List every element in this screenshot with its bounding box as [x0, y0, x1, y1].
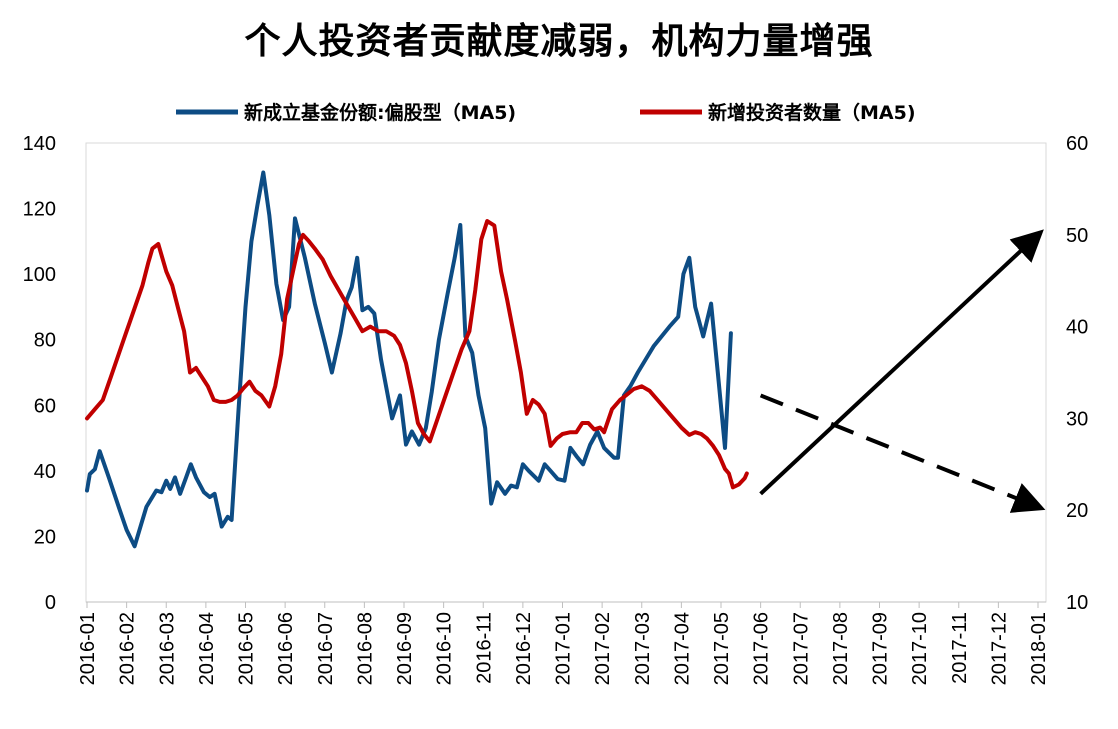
x-tick-label: 2017-12 — [988, 612, 1010, 685]
x-tick-label: 2017-04 — [671, 612, 693, 685]
y-left-tick-label: 100 — [23, 264, 56, 286]
x-tick-label: 2017-07 — [790, 612, 812, 685]
x-tick-label: 2017-05 — [711, 612, 733, 685]
y-right-tick-label: 10 — [1066, 592, 1088, 614]
x-tick-label: 2016-10 — [434, 612, 456, 685]
x-tick-label: 2017-08 — [830, 612, 852, 685]
solid-trend-arrow-0 — [759, 229, 1044, 496]
y-left-tick-label: 40 — [34, 461, 56, 483]
y-left-tick-label: 140 — [23, 133, 56, 155]
series-line-1 — [85, 219, 749, 490]
x-tick-label: 2017-01 — [553, 612, 575, 685]
x-tick-label: 2016-07 — [315, 612, 337, 685]
y-left-tick-label: 60 — [34, 395, 56, 417]
x-tick-label: 2016-05 — [236, 612, 258, 685]
dashed-trend-arrow-1 — [759, 393, 1046, 513]
x-tick-label: 2017-10 — [909, 612, 931, 685]
y-right-tick-label: 30 — [1066, 408, 1088, 430]
legend-label-fund-shares: 新成立基金份额:偏股型（MA5) — [244, 101, 516, 124]
x-tick-label: 2016-06 — [275, 612, 297, 685]
y-right-tick-label: 20 — [1066, 500, 1088, 522]
x-tick-label: 2016-11 — [473, 612, 495, 684]
x-tick-label: 2016-03 — [156, 612, 178, 685]
x-tick-label: 2016-01 — [77, 612, 99, 685]
y-left-tick-label: 20 — [34, 526, 56, 548]
series-layer — [85, 170, 749, 549]
x-tick-label: 2017-03 — [632, 612, 654, 685]
legend: 新成立基金份额:偏股型（MA5) 新增投资者数量（MA5) — [176, 101, 916, 124]
plot-area — [85, 142, 1047, 603]
annotation-layer — [759, 229, 1046, 513]
x-tick-label: 2016-08 — [354, 612, 376, 685]
y-left-tick-label: 120 — [23, 199, 56, 221]
y-left-tick-label: 0 — [45, 592, 56, 614]
x-tick-label: 2017-09 — [870, 612, 892, 685]
x-tick-label: 2016-09 — [394, 612, 416, 685]
x-tick-label: 2016-04 — [196, 612, 218, 685]
chart-title: 个人投资者贡献度减弱，机构力量增强 — [244, 21, 874, 62]
x-tick-label: 2017-11 — [949, 612, 971, 684]
x-tick-label: 2018-01 — [1028, 612, 1050, 685]
series-line-0 — [85, 170, 733, 549]
x-tick-label: 2016-12 — [513, 612, 535, 685]
y-right-tick-label: 50 — [1066, 225, 1088, 247]
legend-label-new-investors: 新增投资者数量（MA5) — [708, 101, 916, 124]
x-tick-label: 2016-02 — [117, 612, 139, 685]
y-left-tick-label: 80 — [34, 330, 56, 352]
y-right-tick-label: 40 — [1066, 317, 1088, 339]
x-tick-label: 2017-06 — [751, 612, 773, 685]
axes: 0 20 40 60 80 100 120 140 10 20 30 40 50 60 2016-01 201… — [23, 133, 1089, 685]
y-right-tick-label: 60 — [1066, 133, 1088, 155]
x-tick-label: 2017-02 — [592, 612, 614, 685]
